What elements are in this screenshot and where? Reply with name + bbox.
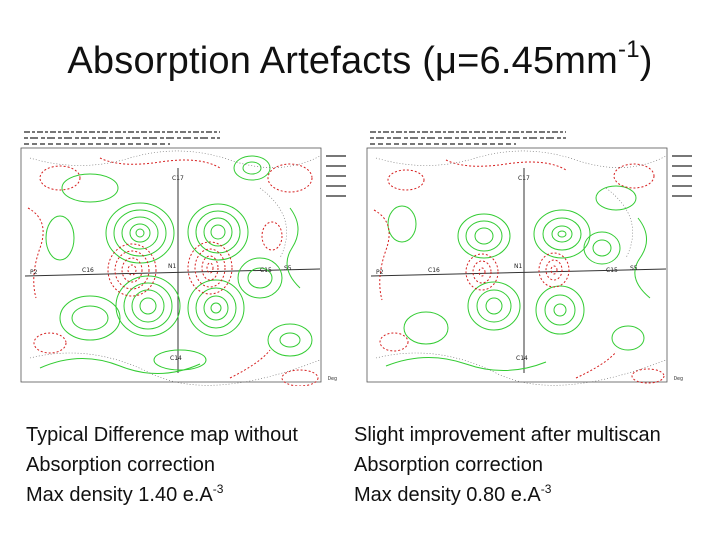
- caption-right-line2: Absorption correction: [354, 454, 543, 476]
- zero-contours-right: [375, 150, 667, 386]
- title-text: Absorption Artefacts (μ=6.45mm: [67, 40, 619, 82]
- bond-lines-right: [370, 168, 667, 373]
- title-closing: ): [639, 40, 653, 82]
- atom-label: C16: [82, 267, 94, 274]
- max-density-left-exponent: -3: [212, 482, 224, 496]
- title-superscript: -1: [618, 36, 640, 63]
- atom-label: C17: [172, 175, 184, 182]
- zero-contours-left: [29, 150, 321, 386]
- deg-label: Deg: [674, 376, 683, 382]
- negative-contours-left: [27, 157, 319, 386]
- atom-label: C15: [260, 267, 272, 274]
- map-header-left: [24, 131, 346, 197]
- max-density-right: Max density 0.80 e.A: [354, 484, 541, 506]
- contour-plot-right: C17 P2 C16 N1 C15 S5 C14 Deg: [366, 131, 692, 386]
- atom-label: C15: [606, 267, 618, 274]
- atom-label: S5: [630, 265, 638, 272]
- deg-label: Deg: [328, 376, 337, 382]
- atom-labels-right: C17 P2 C16 N1 C15 S5 C14 Deg: [376, 175, 683, 382]
- atom-label: N1: [168, 263, 176, 270]
- caption-left: Typical Difference map without Absorptio…: [26, 420, 298, 510]
- atom-label: P2: [30, 269, 38, 276]
- bond-lines-left: [24, 168, 321, 373]
- atom-label: C16: [428, 267, 440, 274]
- atom-label: C14: [170, 355, 182, 362]
- caption-left-line1: Typical Difference map without: [26, 424, 298, 446]
- negative-contours-right: [373, 159, 665, 384]
- map-header-right: [370, 131, 692, 197]
- positive-contours-right: [385, 185, 651, 371]
- caption-left-line2: Absorption correction: [26, 454, 215, 476]
- atom-label: N1: [514, 263, 522, 270]
- atom-label: P2: [376, 269, 384, 276]
- atom-label: C14: [516, 355, 528, 362]
- difference-map-uncorrected: C17 P2 C16 N1 C15 S5 C14 Deg: [20, 128, 360, 386]
- atom-label: S5: [284, 265, 292, 272]
- caption-right-line3: Max density 0.80 e.A-3: [354, 480, 661, 510]
- caption-right: Slight improvement after multiscan Absor…: [354, 420, 661, 510]
- contour-plot-left: C17 P2 C16 N1 C15 S5 C14 Deg: [20, 131, 346, 386]
- max-density-left: Max density 1.40 e.A: [26, 484, 213, 506]
- caption-left-line3: Max density 1.40 e.A-3: [26, 480, 298, 510]
- difference-map-corrected: C17 P2 C16 N1 C15 S5 C14 Deg: [366, 128, 706, 386]
- slide-title: Absorption Artefacts (μ=6.45mm-1): [0, 38, 720, 83]
- caption-right-line1: Slight improvement after multiscan: [354, 424, 661, 446]
- max-density-right-exponent: -3: [540, 482, 552, 496]
- map-frame: [20, 147, 322, 383]
- map-frame: [366, 147, 668, 383]
- atom-labels-left: C17 P2 C16 N1 C15 S5 C14 Deg: [30, 175, 337, 382]
- atom-label: C17: [518, 175, 530, 182]
